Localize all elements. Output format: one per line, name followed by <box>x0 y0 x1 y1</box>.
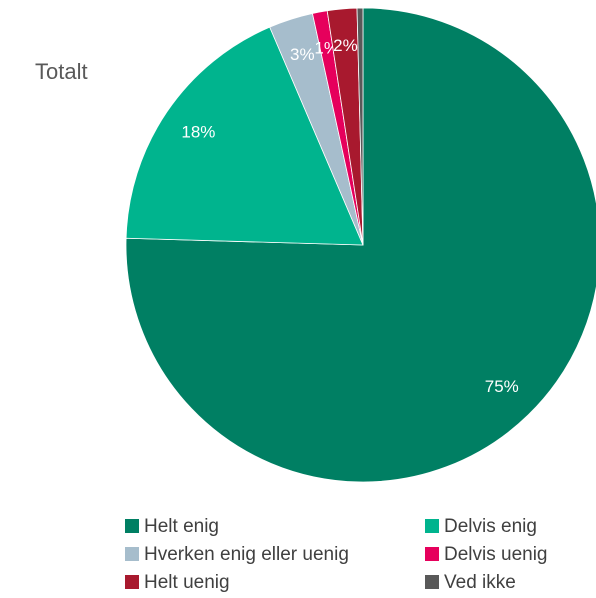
data-label: 2% <box>333 36 358 55</box>
legend-label: Helt uenig <box>144 572 230 593</box>
data-label: 18% <box>181 123 215 142</box>
legend-label: Ved ikke <box>444 572 516 593</box>
pie-slice <box>125 26 364 246</box>
data-label: 3% <box>290 45 315 64</box>
legend-swatch <box>425 575 439 589</box>
legend-swatch <box>125 575 139 589</box>
legend-label: Hverken enig eller uenig <box>144 544 349 565</box>
legend-label: Delvis uenig <box>444 544 548 565</box>
legend-swatch <box>125 519 139 533</box>
legend-swatch <box>425 547 439 561</box>
pie-slice <box>356 7 364 246</box>
legend-swatch <box>425 519 439 533</box>
legend-label: Helt enig <box>144 516 219 537</box>
legend-label: Delvis enig <box>444 516 537 537</box>
legend-swatch <box>125 547 139 561</box>
chart-title: Totalt <box>35 59 88 84</box>
data-label: 75% <box>485 377 519 396</box>
